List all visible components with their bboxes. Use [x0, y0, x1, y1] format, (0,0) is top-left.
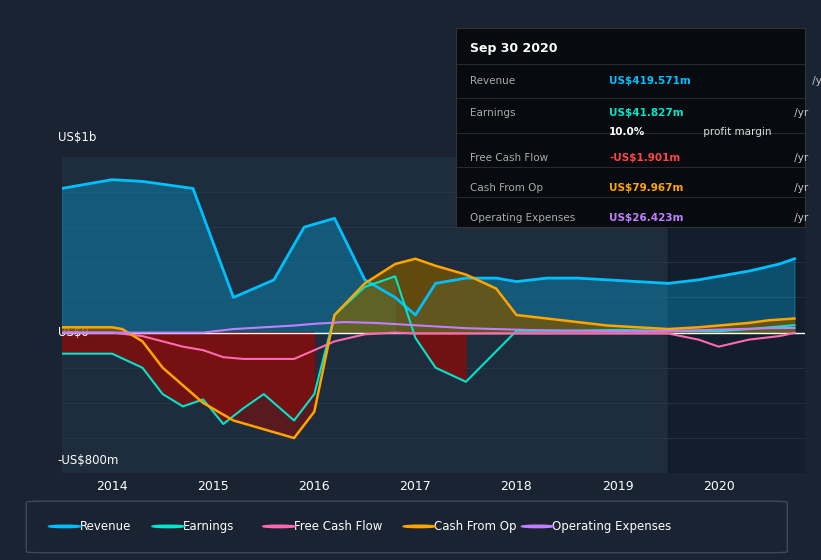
- Text: US$41.827m: US$41.827m: [609, 108, 684, 118]
- Text: Free Cash Flow: Free Cash Flow: [470, 153, 548, 164]
- Text: 10.0%: 10.0%: [609, 128, 645, 137]
- Circle shape: [152, 525, 185, 528]
- Text: Cash From Op: Cash From Op: [470, 183, 543, 193]
- Text: Earnings: Earnings: [183, 520, 234, 533]
- Text: /yr: /yr: [809, 76, 821, 86]
- Text: Revenue: Revenue: [80, 520, 131, 533]
- Text: Revenue: Revenue: [470, 76, 515, 86]
- Text: Cash From Op: Cash From Op: [434, 520, 516, 533]
- Text: /yr: /yr: [791, 183, 808, 193]
- Text: Sep 30 2020: Sep 30 2020: [470, 42, 557, 55]
- Bar: [668, 157, 805, 473]
- Text: US$79.967m: US$79.967m: [609, 183, 684, 193]
- Circle shape: [521, 525, 554, 528]
- Text: US$1b: US$1b: [57, 131, 96, 144]
- Text: US$0: US$0: [57, 326, 89, 339]
- Text: -US$1.901m: -US$1.901m: [609, 153, 681, 164]
- Text: profit margin: profit margin: [699, 128, 772, 137]
- Text: US$419.571m: US$419.571m: [609, 76, 691, 86]
- Text: -US$800m: -US$800m: [57, 454, 119, 467]
- Text: /yr: /yr: [791, 153, 808, 164]
- Circle shape: [263, 525, 296, 528]
- Text: /yr: /yr: [791, 213, 808, 223]
- Circle shape: [48, 525, 81, 528]
- Text: Operating Expenses: Operating Expenses: [470, 213, 575, 223]
- Circle shape: [403, 525, 436, 528]
- Text: US$26.423m: US$26.423m: [609, 213, 684, 223]
- Text: Operating Expenses: Operating Expenses: [553, 520, 672, 533]
- Text: Free Cash Flow: Free Cash Flow: [294, 520, 382, 533]
- Text: Earnings: Earnings: [470, 108, 515, 118]
- Text: /yr: /yr: [791, 108, 808, 118]
- FancyBboxPatch shape: [26, 501, 787, 553]
